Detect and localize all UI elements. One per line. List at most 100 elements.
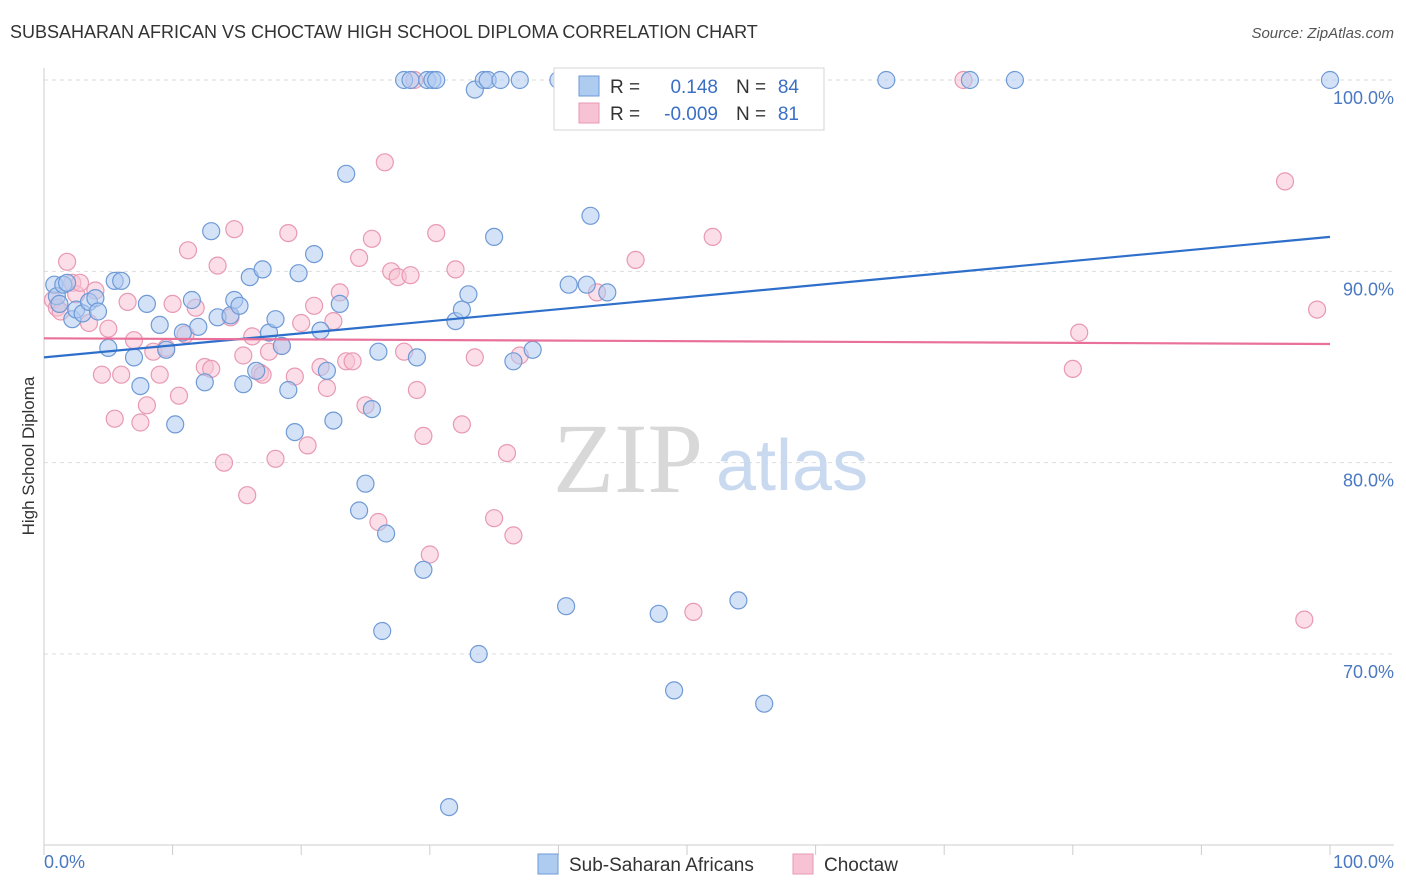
legend-r-value-blue: 0.148 — [670, 77, 718, 98]
stats-legend: R = 0.148 N = 84 R = -0.009 N = 81 — [553, 67, 825, 131]
sub-saharan-trendline — [43, 235, 1331, 359]
sub-saharan-point-79 — [664, 681, 684, 700]
sub-saharan-point-74 — [577, 275, 596, 294]
legend-swatch-pink — [578, 102, 600, 124]
sub-saharan-point-67 — [491, 70, 510, 90]
choctaw-point-23 — [178, 241, 198, 260]
choctaw-points — [43, 70, 1327, 629]
choctaw-trendline — [43, 337, 1331, 346]
sub-saharan-point-83 — [877, 70, 896, 90]
sub-saharan-point-16 — [137, 294, 156, 313]
choctaw-point-28 — [214, 453, 234, 472]
sub-saharan-point-10 — [88, 302, 108, 321]
legend-swatch-blue — [578, 75, 600, 97]
y-tick-label-80: 80.0% — [1343, 471, 1394, 491]
sub-saharan-point-50 — [377, 524, 396, 543]
y-axis-label: High School Diploma — [19, 376, 38, 535]
sub-saharan-point-66 — [485, 227, 504, 246]
choctaw-point-74 — [703, 227, 722, 246]
choctaw-point-18 — [150, 365, 169, 384]
sub-saharan-point-58 — [440, 797, 459, 817]
choctaw-point-41 — [292, 313, 311, 333]
sub-saharan-point-81 — [729, 591, 748, 610]
sub-saharan-point-78 — [649, 604, 668, 623]
sub-saharan-point-82 — [755, 694, 774, 713]
legend-n-value-blue: 84 — [778, 77, 800, 98]
choctaw-point-77 — [1070, 323, 1089, 342]
sub-saharan-point-15 — [131, 377, 150, 396]
series-legend: Sub-Saharan Africans Choctaw — [537, 853, 898, 876]
sub-saharan-points — [45, 70, 1340, 817]
legend-r-label-pink: R = — [610, 104, 640, 125]
legend-n-label-blue: N = — [736, 77, 766, 98]
source-label: Source: ZipAtlas.com — [1251, 25, 1394, 42]
sub-saharan-point-57 — [427, 70, 446, 90]
bottom-legend-swatch-blue — [537, 853, 559, 875]
choctaw-point-31 — [234, 346, 253, 365]
axes — [43, 68, 1394, 855]
choctaw-point-10 — [99, 319, 118, 338]
sub-saharan-point-42 — [324, 411, 343, 430]
sub-saharan-point-45 — [350, 501, 369, 520]
sub-saharan-point-22 — [189, 317, 208, 336]
sub-saharan-point-69 — [510, 70, 529, 90]
choctaw-point-73 — [684, 602, 703, 622]
sub-saharan-point-39 — [305, 245, 324, 264]
choctaw-point-76 — [1063, 359, 1082, 378]
chart-title: SUBSAHARAN AFRICAN VS CHOCTAW HIGH SCHOO… — [10, 22, 758, 42]
choctaw-point-67 — [485, 509, 504, 528]
sub-saharan-point-38 — [289, 264, 308, 283]
choctaw-point-78 — [1275, 172, 1295, 191]
sub-saharan-point-43 — [330, 294, 349, 313]
choctaw-point-20 — [163, 294, 182, 313]
choctaw-point-65 — [452, 415, 471, 434]
sub-saharan-point-17 — [150, 315, 169, 334]
trendlines — [43, 235, 1331, 359]
choctaw-point-11 — [105, 409, 124, 428]
grid — [44, 79, 1394, 655]
sub-saharan-point-47 — [362, 400, 381, 419]
choctaw-point-13 — [118, 292, 137, 311]
sub-saharan-point-21 — [182, 290, 201, 310]
sub-saharan-point-49 — [373, 621, 392, 641]
sub-saharan-point-37 — [285, 423, 304, 442]
watermark-zip: ZIP — [553, 403, 703, 514]
sub-saharan-point-75 — [581, 206, 600, 225]
bottom-legend-swatch-pink — [792, 853, 814, 875]
sub-saharan-point-23 — [195, 373, 214, 392]
sub-saharan-point-86 — [1320, 70, 1340, 90]
choctaw-point-39 — [279, 224, 298, 243]
choctaw-point-63 — [427, 224, 446, 243]
sub-saharan-point-32 — [253, 260, 272, 279]
choctaw-point-37 — [266, 449, 285, 468]
sub-saharan-point-52 — [401, 70, 420, 90]
x-tick-label-max: 100.0% — [1333, 852, 1394, 872]
choctaw-point-42 — [298, 436, 317, 455]
legend-n-label-pink: N = — [736, 104, 766, 125]
sub-saharan-point-46 — [356, 474, 375, 493]
y-tick-label-90: 90.0% — [1343, 279, 1394, 299]
choctaw-point-69 — [504, 526, 523, 545]
sub-saharan-point-76 — [598, 283, 617, 302]
choctaw-point-62 — [420, 545, 439, 564]
sub-saharan-point-34 — [266, 310, 285, 329]
sub-saharan-point-70 — [523, 340, 542, 359]
sub-saharan-point-13 — [112, 271, 131, 290]
sub-saharan-point-68 — [504, 352, 523, 371]
choctaw-point-60 — [407, 380, 426, 400]
choctaw-point-12 — [112, 365, 131, 384]
choctaw-point-68 — [497, 444, 517, 463]
y-tick-label-100: 100.0% — [1333, 88, 1394, 108]
sub-saharan-point-44 — [337, 164, 356, 183]
sub-saharan-point-18 — [157, 340, 176, 359]
choctaw-point-9 — [92, 365, 112, 384]
choctaw-point-80 — [1307, 300, 1327, 319]
bottom-legend-label-blue: Sub-Saharan Africans — [569, 855, 754, 876]
choctaw-point-66 — [465, 348, 484, 367]
sub-saharan-point-29 — [234, 375, 253, 394]
sub-saharan-point-35 — [272, 336, 291, 356]
sub-saharan-point-63 — [469, 644, 488, 664]
sub-saharan-point-85 — [1005, 70, 1025, 90]
choctaw-point-32 — [238, 486, 257, 505]
